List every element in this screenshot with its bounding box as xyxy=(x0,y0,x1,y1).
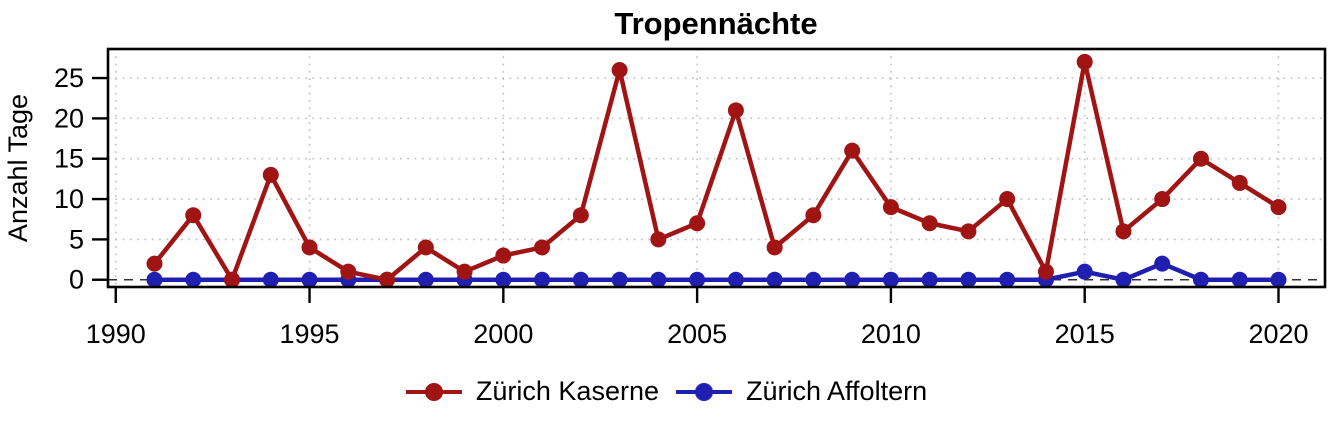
legend-item-z-rich-kaserne: Zürich Kaserne xyxy=(405,376,659,407)
data-point-z-rich-kaserne xyxy=(1076,53,1093,70)
legend-label: Zürich Kaserne xyxy=(475,376,659,406)
data-point-z-rich-affoltern xyxy=(999,271,1016,288)
data-point-z-rich-affoltern xyxy=(1115,271,1132,288)
data-point-z-rich-kaserne xyxy=(379,271,396,288)
data-point-z-rich-kaserne xyxy=(301,239,318,256)
y-tick-label: 15 xyxy=(54,144,84,174)
data-point-z-rich-kaserne xyxy=(1037,263,1054,280)
chart-canvas: Tropennächte Anzahl Tage 1990 1995 2000 200… xyxy=(3,6,1327,349)
data-point-z-rich-affoltern xyxy=(1154,255,1171,272)
y-tick-label: 0 xyxy=(69,265,84,295)
series-layer xyxy=(146,53,1287,288)
data-point-z-rich-affoltern xyxy=(301,271,318,288)
data-point-z-rich-affoltern xyxy=(262,271,279,288)
data-point-z-rich-kaserne xyxy=(1154,191,1171,208)
data-point-z-rich-affoltern xyxy=(650,271,667,288)
data-point-z-rich-affoltern xyxy=(921,271,938,288)
data-point-z-rich-kaserne xyxy=(1231,174,1248,191)
chart-title: Tropennächte xyxy=(614,6,817,41)
series-line-z-rich-kaserne xyxy=(152,59,1281,282)
y-tick-label: 25 xyxy=(54,63,84,93)
legend-dot xyxy=(695,382,713,401)
data-point-z-rich-kaserne xyxy=(689,215,706,232)
y-axis-label: Anzahl Tage xyxy=(3,94,33,242)
data-point-z-rich-affoltern xyxy=(1076,263,1093,280)
data-point-z-rich-kaserne xyxy=(1192,150,1209,167)
x-tick-label: 2005 xyxy=(667,319,727,349)
series-line-z-rich-affoltern xyxy=(152,261,1281,282)
data-point-z-rich-affoltern xyxy=(805,271,822,288)
data-point-z-rich-kaserne xyxy=(224,271,241,288)
data-point-z-rich-kaserne xyxy=(185,207,202,224)
legend-marker-icon xyxy=(405,382,462,401)
x-tick-label: 2010 xyxy=(861,319,921,349)
plot-border xyxy=(106,47,1327,289)
data-point-z-rich-kaserne xyxy=(805,207,822,224)
data-point-z-rich-affoltern xyxy=(727,271,744,288)
data-point-z-rich-affoltern xyxy=(417,271,434,288)
legend-marker-icon xyxy=(676,382,732,401)
data-point-z-rich-kaserne xyxy=(727,102,744,119)
x-tick-label: 2020 xyxy=(1248,319,1308,349)
data-point-z-rich-affoltern xyxy=(572,271,589,288)
axis-layer: 1990 1995 2000 2005 2010 2015 2020 0 5 10 15 20 25 xyxy=(54,63,1309,349)
legend-label: Zürich Affoltern xyxy=(746,376,928,406)
data-point-z-rich-kaserne xyxy=(844,142,861,159)
data-point-z-rich-affoltern xyxy=(844,271,861,288)
y-tick-label: 5 xyxy=(69,224,84,254)
data-point-z-rich-kaserne xyxy=(999,191,1016,208)
data-point-z-rich-kaserne xyxy=(340,263,357,280)
data-point-z-rich-affoltern xyxy=(1192,271,1209,288)
data-point-z-rich-affoltern xyxy=(689,271,706,288)
data-point-z-rich-kaserne xyxy=(146,255,163,272)
x-tick-label: 1995 xyxy=(280,319,340,349)
data-point-z-rich-kaserne xyxy=(495,247,512,264)
data-point-z-rich-affoltern xyxy=(185,271,202,288)
data-point-z-rich-affoltern xyxy=(611,271,628,288)
data-point-z-rich-kaserne xyxy=(1115,223,1132,240)
data-point-z-rich-kaserne xyxy=(882,199,899,216)
data-point-z-rich-kaserne xyxy=(766,239,783,256)
y-tick-label: 20 xyxy=(54,103,84,133)
data-point-z-rich-affoltern xyxy=(495,271,512,288)
data-point-z-rich-kaserne xyxy=(417,239,434,256)
legend-dot xyxy=(424,382,443,401)
data-point-z-rich-affoltern xyxy=(534,271,551,288)
data-point-z-rich-kaserne xyxy=(921,215,938,232)
legend-item-z-rich-affoltern: Zürich Affoltern xyxy=(675,376,927,407)
data-point-z-rich-affoltern xyxy=(1270,271,1287,288)
y-tick-label: 10 xyxy=(54,184,84,214)
data-point-z-rich-affoltern xyxy=(1231,271,1248,288)
data-point-z-rich-kaserne xyxy=(572,207,589,224)
data-point-z-rich-kaserne xyxy=(534,239,551,256)
data-point-z-rich-affoltern xyxy=(766,271,783,288)
data-point-z-rich-kaserne xyxy=(262,166,279,183)
data-point-z-rich-kaserne xyxy=(960,223,977,240)
legend: Zürich Kaserne Zürich Affoltern xyxy=(0,376,1332,407)
data-point-z-rich-kaserne xyxy=(650,231,667,248)
data-point-z-rich-kaserne xyxy=(1270,199,1287,216)
data-point-z-rich-kaserne xyxy=(456,263,473,280)
data-point-z-rich-kaserne xyxy=(611,61,628,78)
x-tick-label: 2000 xyxy=(473,319,533,349)
data-point-z-rich-affoltern xyxy=(882,271,899,288)
data-point-z-rich-affoltern xyxy=(146,271,163,288)
data-point-z-rich-affoltern xyxy=(960,271,977,288)
x-tick-label: 1990 xyxy=(86,319,146,349)
x-tick-label: 2015 xyxy=(1055,319,1115,349)
